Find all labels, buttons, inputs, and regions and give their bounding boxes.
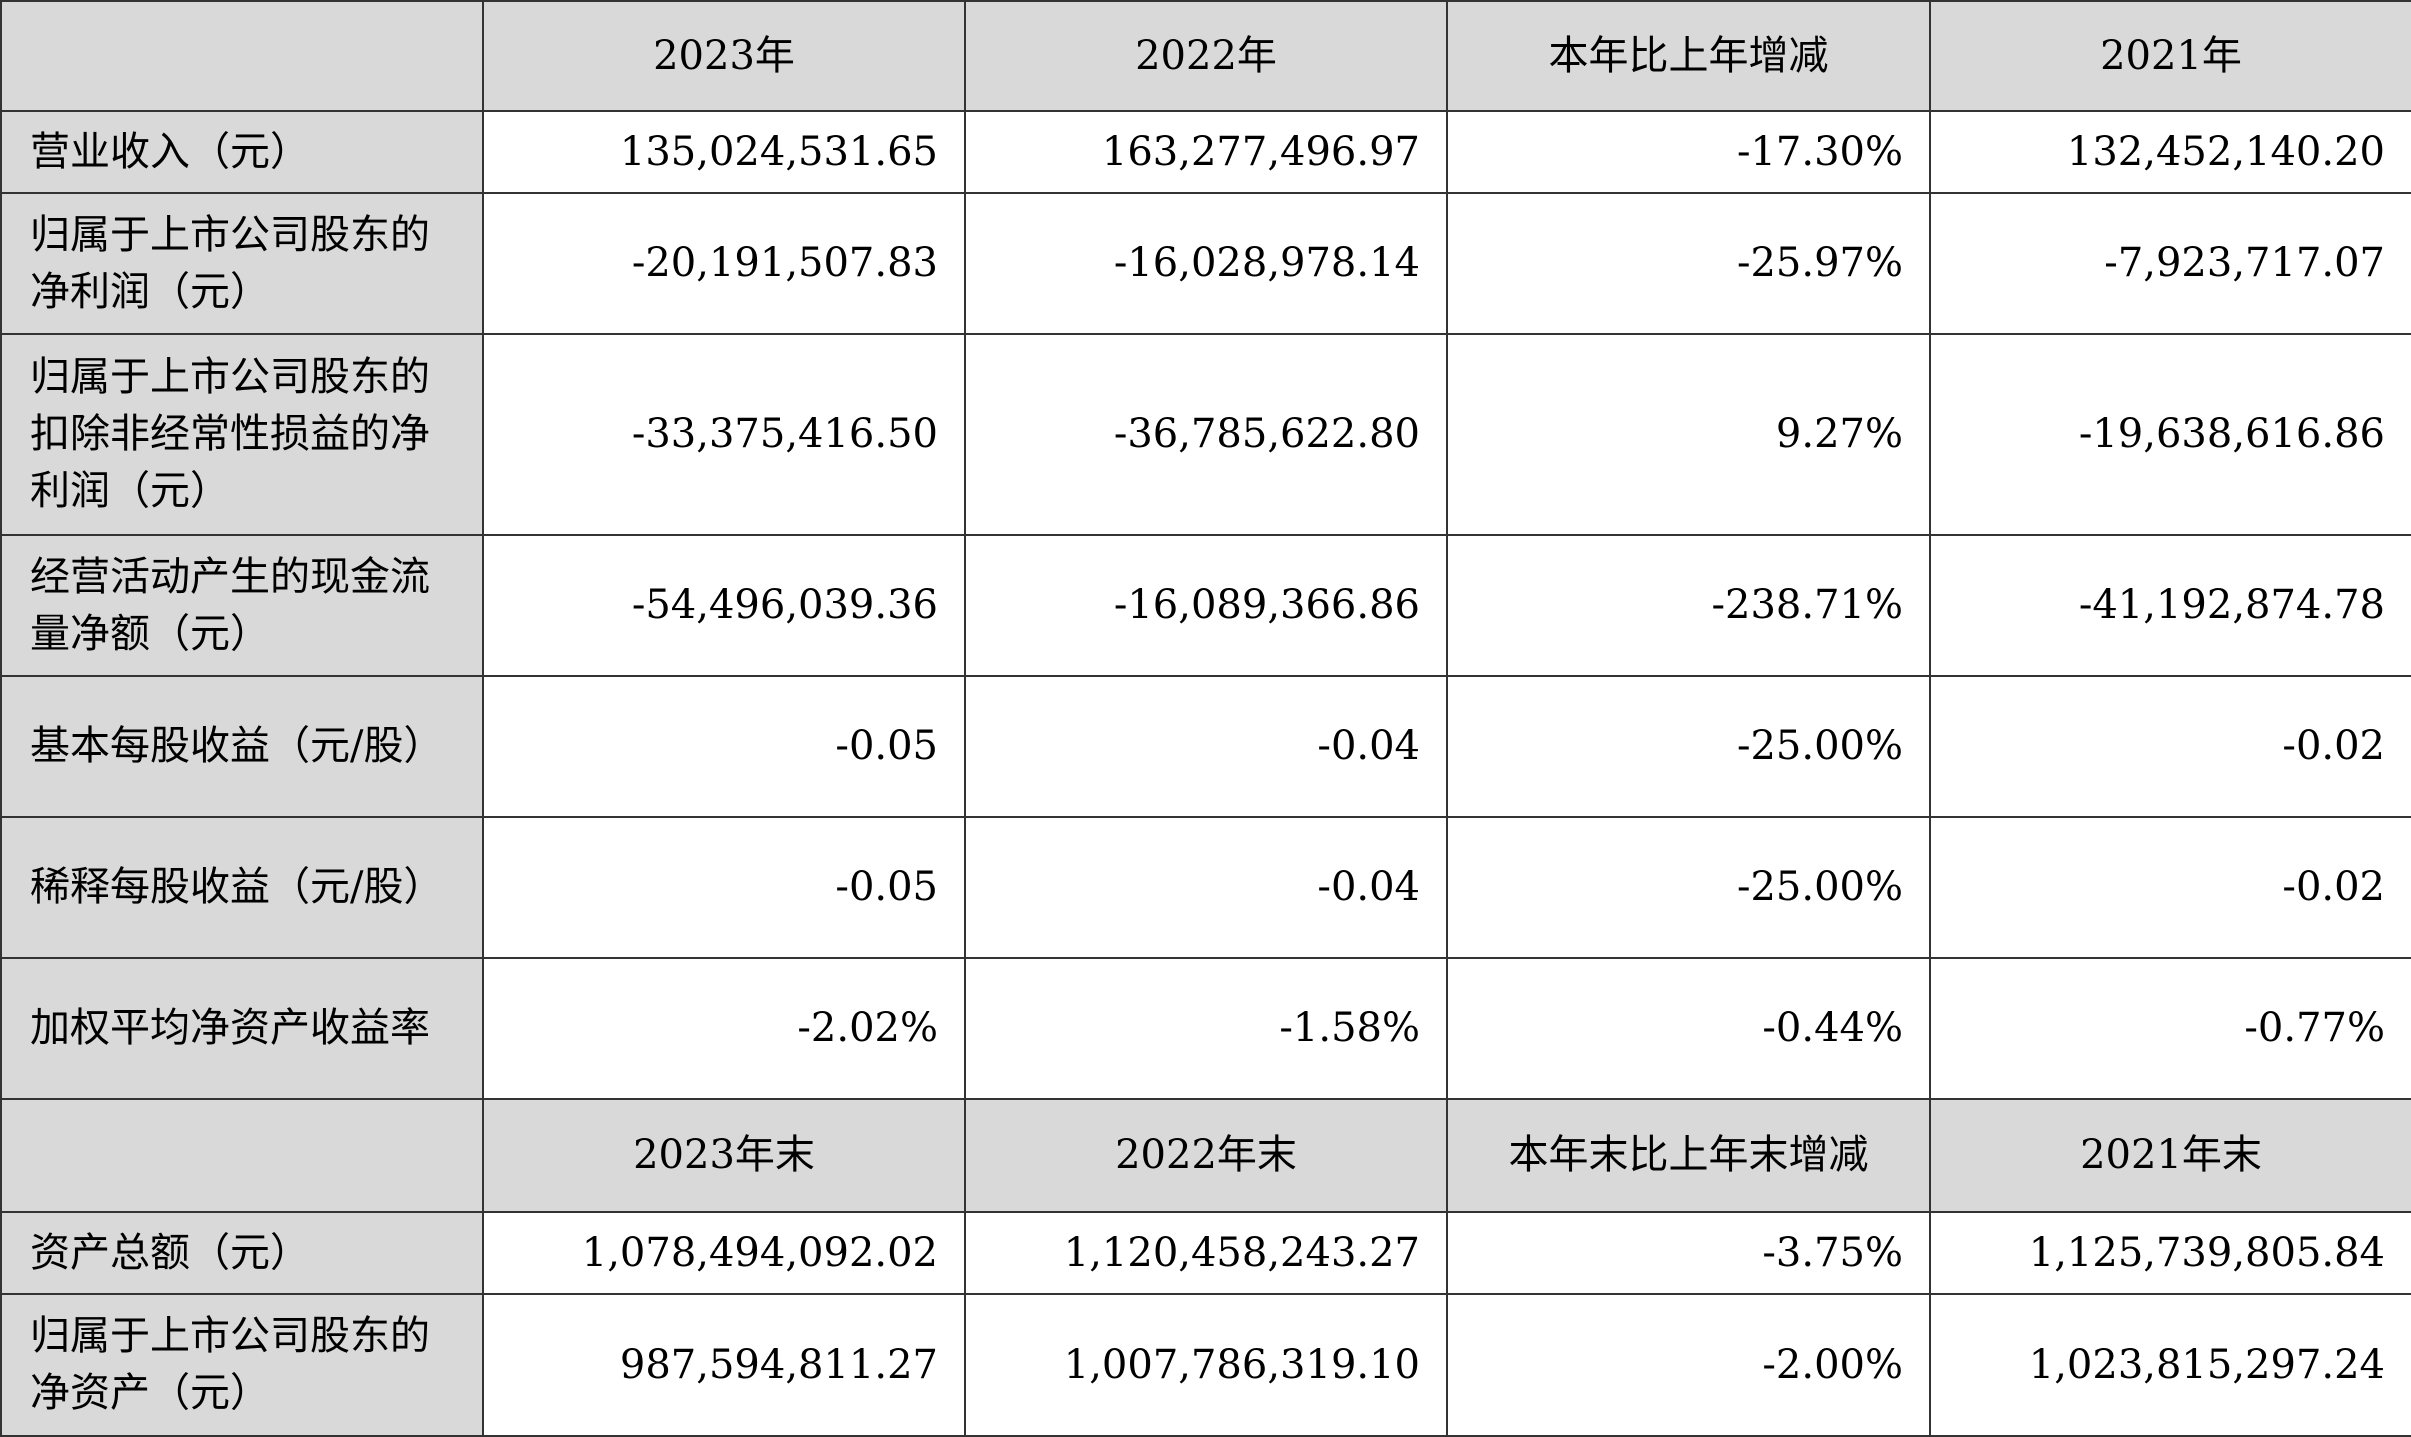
value-cell: -41,192,874.78	[1929, 534, 2411, 677]
value-cell: -0.04	[964, 675, 1448, 818]
value-cell: -0.44%	[1446, 957, 1931, 1100]
table-row: 资产总额（元） 1,078,494,092.02 1,120,458,243.2…	[0, 1211, 2411, 1295]
value-cell: 1,078,494,092.02	[482, 1211, 966, 1295]
value-cell: -1.58%	[964, 957, 1448, 1100]
value-cell: -20,191,507.83	[482, 192, 966, 335]
value-cell: -19,638,616.86	[1929, 333, 2411, 536]
value-cell: -0.02	[1929, 675, 2411, 818]
table-row: 营业收入（元） 135,024,531.65 163,277,496.97 -1…	[0, 110, 2411, 194]
header-row-annual: 2023年 2022年 本年比上年增减 2021年	[0, 0, 2411, 112]
header-corner	[0, 1098, 484, 1213]
value-cell: -16,089,366.86	[964, 534, 1448, 677]
row-label: 归属于上市公司股东的扣除非经常性损益的净利润（元）	[0, 333, 484, 536]
value-cell: -0.05	[482, 675, 966, 818]
row-label: 基本每股收益（元/股）	[0, 675, 484, 818]
row-label: 资产总额（元）	[0, 1211, 484, 1295]
value-cell: -36,785,622.80	[964, 333, 1448, 536]
value-cell: 1,007,786,319.10	[964, 1293, 1448, 1437]
value-cell: 132,452,140.20	[1929, 110, 2411, 194]
row-label: 加权平均净资产收益率	[0, 957, 484, 1100]
value-cell: -0.02	[1929, 816, 2411, 959]
row-label: 经营活动产生的现金流量净额（元）	[0, 534, 484, 677]
table-row: 基本每股收益（元/股） -0.05 -0.04 -25.00% -0.02	[0, 675, 2411, 818]
row-label: 营业收入（元）	[0, 110, 484, 194]
header-row-year-end: 2023年末 2022年末 本年末比上年末增减 2021年末	[0, 1098, 2411, 1213]
value-cell: -0.05	[482, 816, 966, 959]
value-cell: -0.77%	[1929, 957, 2411, 1100]
value-cell: -0.04	[964, 816, 1448, 959]
row-label: 稀释每股收益（元/股）	[0, 816, 484, 959]
value-cell: 1,120,458,243.27	[964, 1211, 1448, 1295]
table-row: 归属于上市公司股东的扣除非经常性损益的净利润（元） -33,375,416.50…	[0, 333, 2411, 536]
header-yoy-end-change: 本年末比上年末增减	[1446, 1098, 1931, 1213]
value-cell: 9.27%	[1446, 333, 1931, 536]
table-row: 经营活动产生的现金流量净额（元） -54,496,039.36 -16,089,…	[0, 534, 2411, 677]
header-2023-end: 2023年末	[482, 1098, 966, 1213]
table-row: 加权平均净资产收益率 -2.02% -1.58% -0.44% -0.77%	[0, 957, 2411, 1100]
table-row: 归属于上市公司股东的净利润（元） -20,191,507.83 -16,028,…	[0, 192, 2411, 335]
value-cell: -3.75%	[1446, 1211, 1931, 1295]
value-cell: 163,277,496.97	[964, 110, 1448, 194]
value-cell: -33,375,416.50	[482, 333, 966, 536]
value-cell: -2.00%	[1446, 1293, 1931, 1437]
value-cell: -16,028,978.14	[964, 192, 1448, 335]
value-cell: -54,496,039.36	[482, 534, 966, 677]
value-cell: 987,594,811.27	[482, 1293, 966, 1437]
value-cell: -238.71%	[1446, 534, 1931, 677]
value-cell: 1,125,739,805.84	[1929, 1211, 2411, 1295]
header-2021: 2021年	[1929, 0, 2411, 112]
value-cell: -25.97%	[1446, 192, 1931, 335]
value-cell: 135,024,531.65	[482, 110, 966, 194]
row-label: 归属于上市公司股东的净利润（元）	[0, 192, 484, 335]
value-cell: -25.00%	[1446, 816, 1931, 959]
header-yoy-change: 本年比上年增减	[1446, 0, 1931, 112]
table-row: 稀释每股收益（元/股） -0.05 -0.04 -25.00% -0.02	[0, 816, 2411, 959]
header-2022: 2022年	[964, 0, 1448, 112]
row-label: 归属于上市公司股东的净资产（元）	[0, 1293, 484, 1437]
table-row: 归属于上市公司股东的净资产（元） 987,594,811.27 1,007,78…	[0, 1293, 2411, 1437]
header-2023: 2023年	[482, 0, 966, 112]
value-cell: 1,023,815,297.24	[1929, 1293, 2411, 1437]
header-corner	[0, 0, 484, 112]
header-2021-end: 2021年末	[1929, 1098, 2411, 1213]
value-cell: -25.00%	[1446, 675, 1931, 818]
value-cell: -7,923,717.07	[1929, 192, 2411, 335]
header-2022-end: 2022年末	[964, 1098, 1448, 1213]
value-cell: -17.30%	[1446, 110, 1931, 194]
value-cell: -2.02%	[482, 957, 966, 1100]
